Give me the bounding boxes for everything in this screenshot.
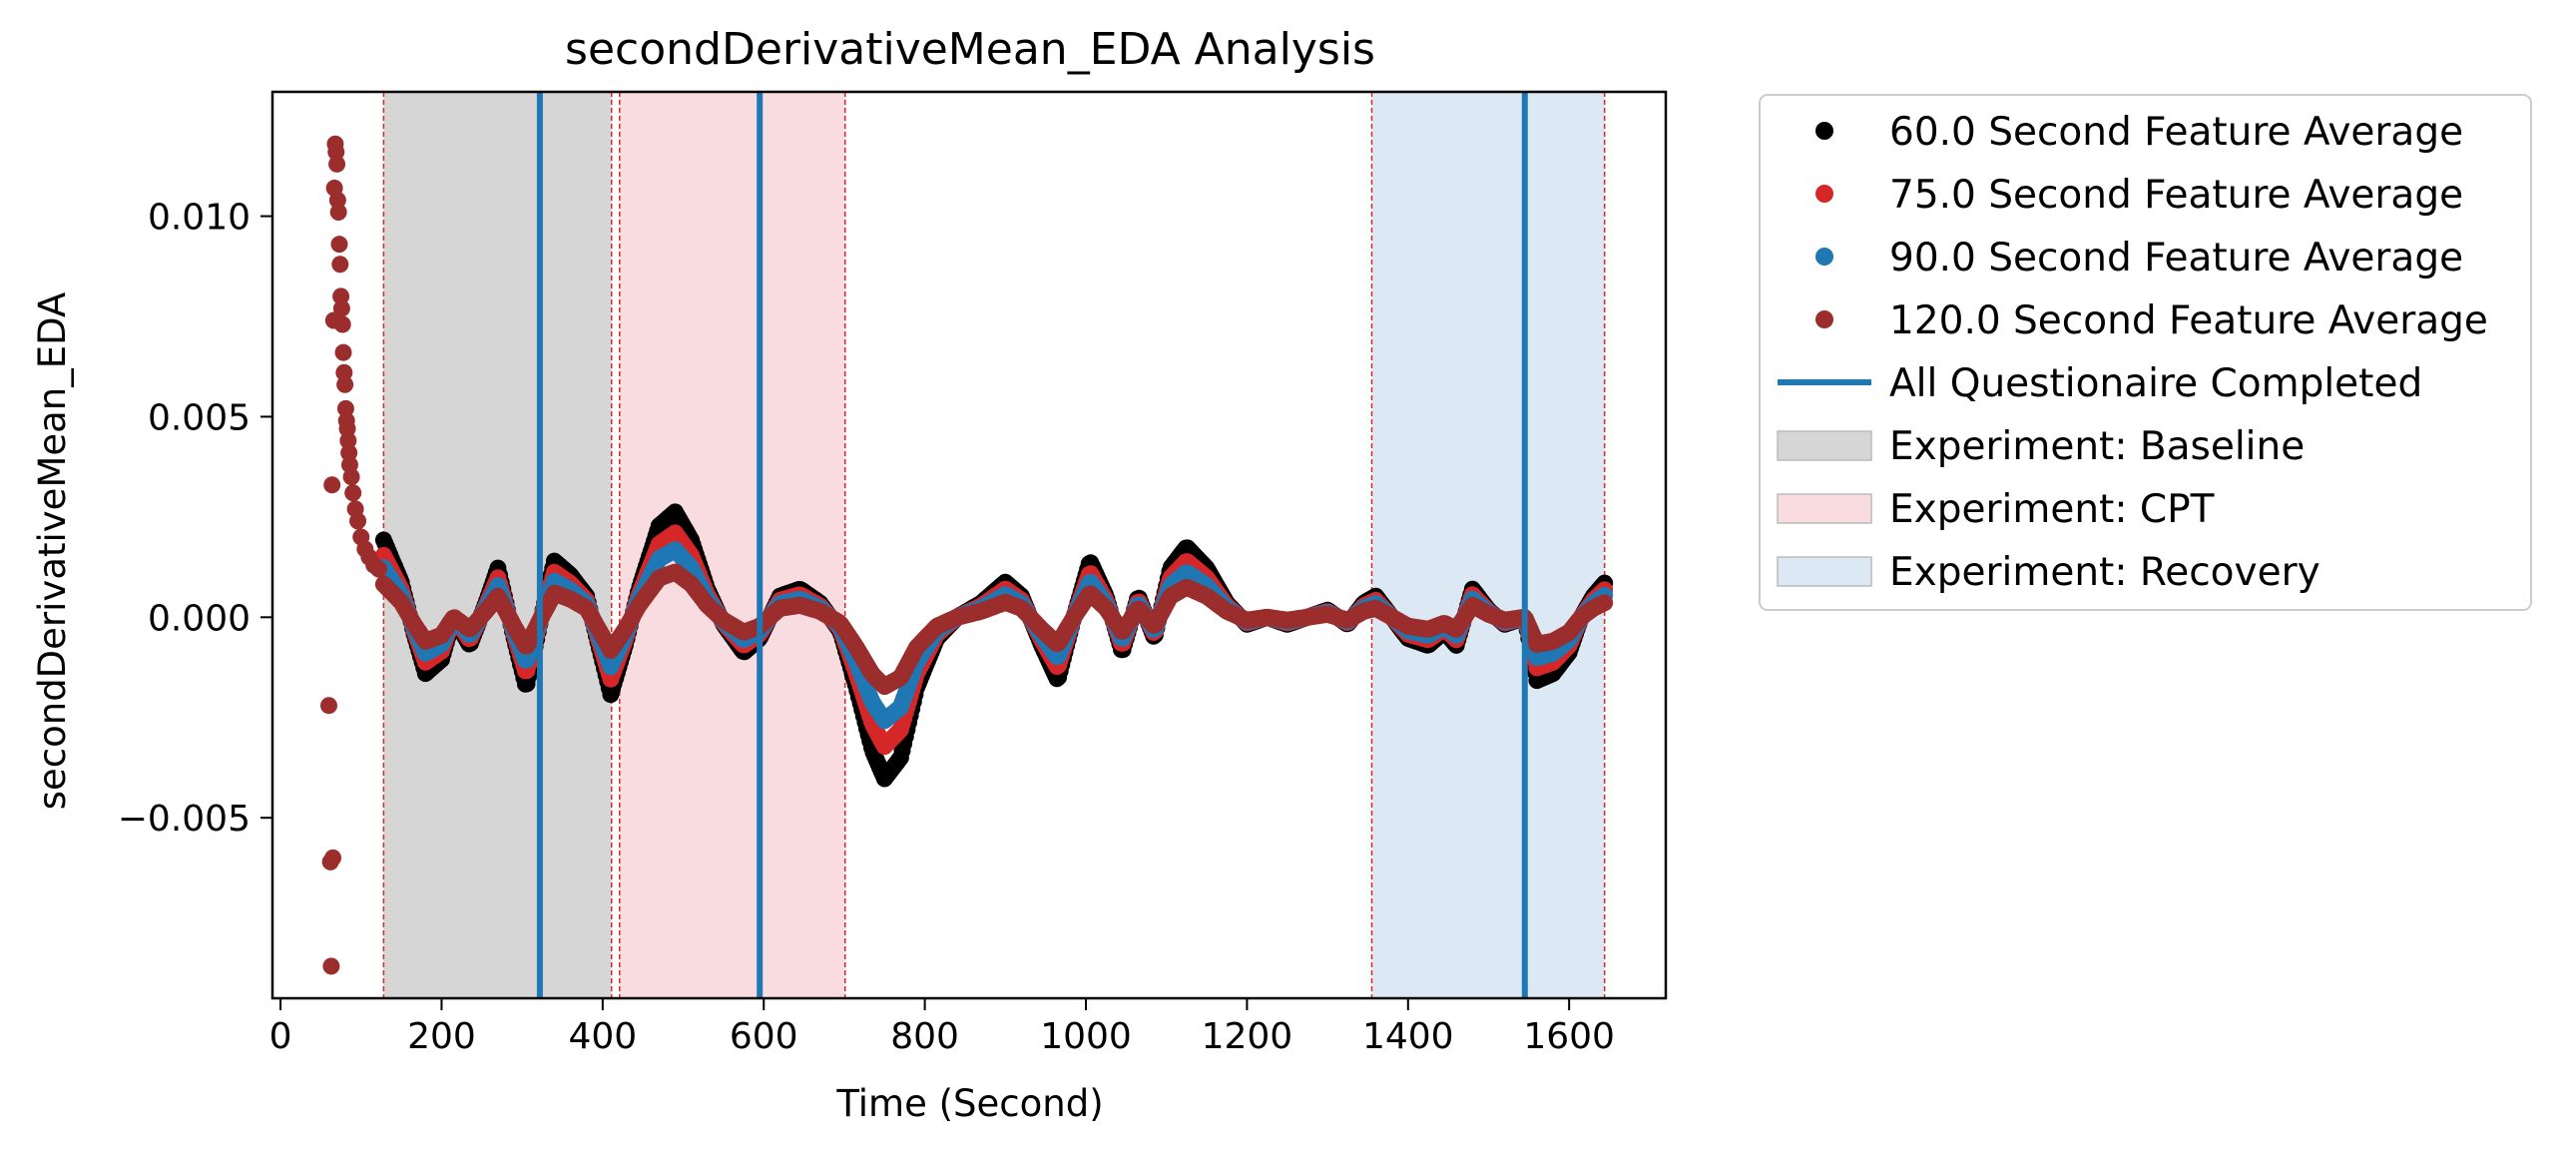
series-3-early-point-23 [339,432,357,450]
legend-box [1759,94,2532,611]
x-tick-label-3: 600 [730,1016,798,1057]
series-3-early-point-2 [322,957,340,975]
series-3-early-point-8 [327,143,345,161]
legend-marker-3 [1815,310,1833,328]
legend-marker-2 [1815,248,1833,266]
legend-entry-2: 90.0 Second Feature Average [1815,236,2463,281]
series-3-early-point-15 [332,299,350,317]
series-3-early-point-16 [333,315,351,333]
x-tick-label-4: 800 [890,1016,959,1057]
legend-label-3: 120.0 Second Feature Average [1889,298,2488,343]
legend-patch-5 [1777,430,1872,461]
x-axis-label: Time (Second) [835,1082,1103,1125]
legend-entry-6: Experiment: CPT [1777,487,2215,532]
series-3-early-point-26 [342,468,360,486]
series-3-early-point-10 [328,191,346,209]
series-3-early-point-18 [335,363,353,381]
x-tick-label-8: 1600 [1523,1016,1615,1057]
legend-entry-4: All Questionaire Completed [1778,361,2422,406]
legend-marker-0 [1815,122,1833,140]
series-3-early-point-4 [323,476,341,494]
series-3-early-point-11 [329,204,347,222]
legend: 60.0 Second Feature Average 75.0 Second F… [1759,94,2532,611]
series-3-early-point-0 [319,697,337,715]
legend-label-4: All Questionaire Completed [1889,361,2422,406]
legend-label-6: Experiment: CPT [1889,487,2215,532]
series-3-early-point-34 [370,560,388,578]
chart-title: secondDerivativeMean_EDA Analysis [565,24,1375,75]
series-3-early-point-17 [334,343,352,361]
legend-entry-3: 120.0 Second Feature Average [1815,298,2488,343]
region-0 [383,92,612,998]
series-3-early-point-19 [336,375,354,393]
legend-entry-5: Experiment: Baseline [1777,424,2305,469]
legend-entry-1: 75.0 Second Feature Average [1815,173,2463,218]
x-tick-label-1: 200 [407,1016,476,1057]
y-tick-label-0: −0.005 [118,799,251,840]
series-3-early-point-22 [338,419,356,437]
y-tick-label-2: 0.005 [148,397,251,438]
series-3-early-point-9 [328,155,346,173]
x-axis: 0 200 400 600 800 1000 1200 1400 1600 [269,998,1615,1057]
series-3-early-point-29 [349,512,367,530]
series-3-early-point-24 [340,444,358,462]
legend-label-1: 75.0 Second Feature Average [1889,173,2463,218]
legend-label-7: Experiment: Recovery [1889,550,2320,595]
x-tick-label-6: 1200 [1202,1016,1293,1057]
region-2 [1371,92,1605,998]
legend-entry-0: 60.0 Second Feature Average [1815,110,2463,155]
legend-label-5: Experiment: Baseline [1889,424,2305,469]
series-3-early-point-27 [344,484,362,502]
legend-label-2: 90.0 Second Feature Average [1889,236,2463,281]
x-tick-label-5: 1000 [1040,1016,1132,1057]
series-3-early-point-13 [331,256,349,274]
y-tick-label-1: 0.000 [148,598,251,639]
y-axis-label: secondDerivativeMean_EDA [31,292,74,811]
x-tick-label-7: 1400 [1362,1016,1454,1057]
legend-patch-7 [1777,556,1872,587]
axes-frame [270,90,1668,1000]
series-3-early-point-3 [324,849,342,867]
x-tick-label-0: 0 [269,1016,292,1057]
plot-area [319,92,1614,998]
series-3-early-point-12 [330,236,348,254]
legend-marker-1 [1815,185,1833,203]
series-3-point-758 [1596,594,1614,612]
legend-entry-7: Experiment: Recovery [1777,550,2320,595]
legend-label-0: 60.0 Second Feature Average [1889,110,2463,155]
legend-patch-6 [1777,493,1872,524]
x-tick-label-2: 400 [568,1016,637,1057]
y-tick-label-3: 0.010 [148,198,251,239]
series-3-early-point-14 [332,288,350,305]
y-axis: −0.005 0.000 0.005 0.010 [118,198,272,840]
series-3-early-point-20 [336,399,354,417]
series-3 [319,135,1614,975]
